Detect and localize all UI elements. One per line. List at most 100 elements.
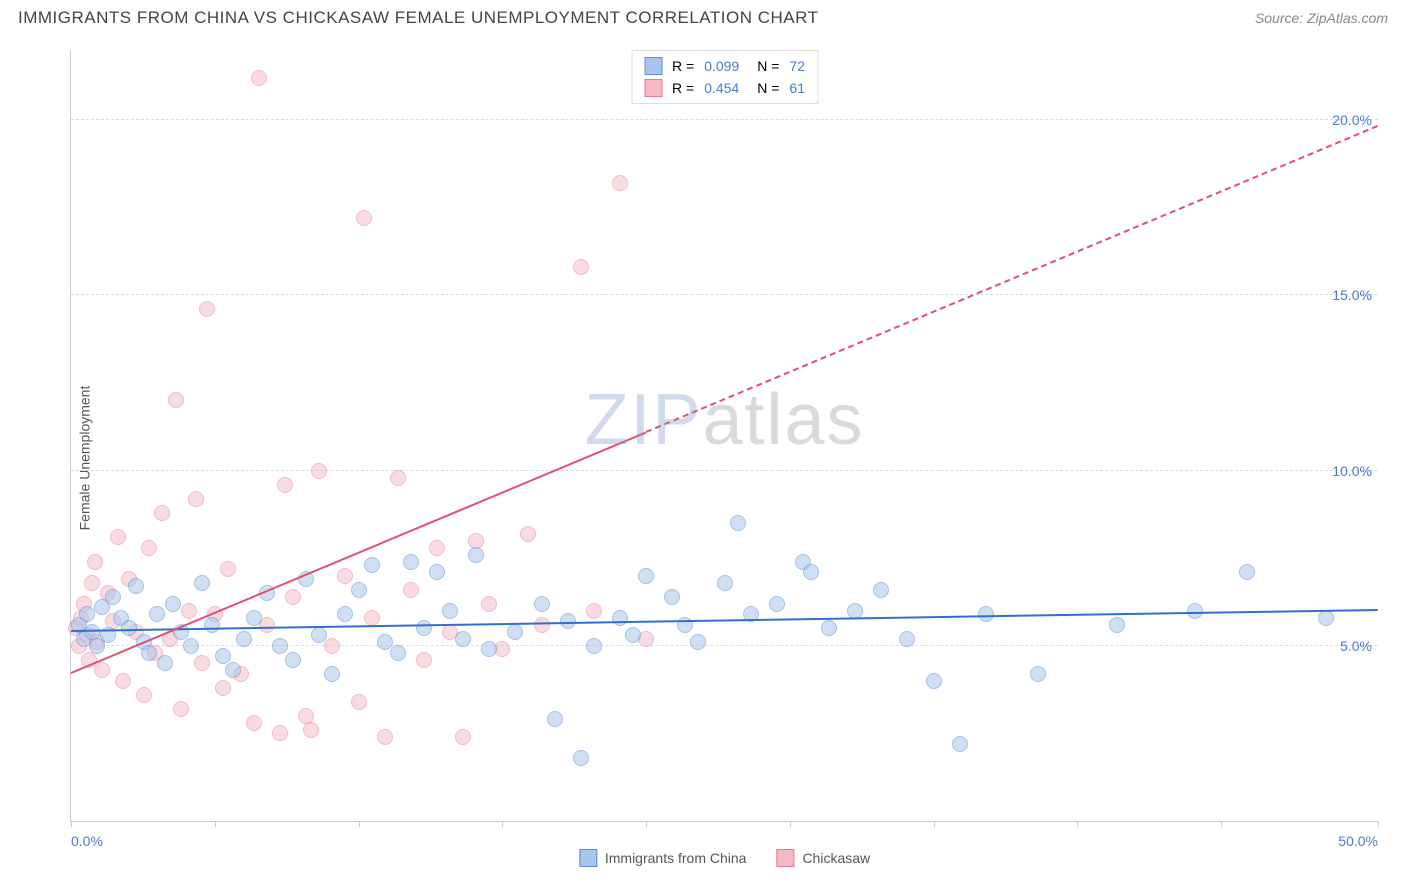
trend-line <box>71 431 647 673</box>
scatter-point <box>285 589 301 605</box>
scatter-point <box>573 750 589 766</box>
scatter-point <box>94 662 110 678</box>
legend-label: Chickasaw <box>802 850 870 866</box>
scatter-point <box>455 631 471 647</box>
legend-label: Immigrants from China <box>605 850 747 866</box>
scatter-point <box>586 603 602 619</box>
gridline <box>71 645 1378 646</box>
legend-swatch-pink <box>644 79 662 97</box>
scatter-point <box>311 463 327 479</box>
legend-r-label: R = <box>672 80 694 96</box>
y-tick-label: 5.0% <box>1340 638 1372 654</box>
scatter-point <box>717 575 733 591</box>
scatter-point <box>115 673 131 689</box>
scatter-point <box>612 175 628 191</box>
scatter-point <box>364 610 380 626</box>
scatter-point <box>225 662 241 678</box>
scatter-point <box>236 631 252 647</box>
x-tick <box>1221 821 1222 827</box>
legend-r-value: 0.454 <box>704 80 739 96</box>
scatter-point <box>625 627 641 643</box>
x-tick <box>1378 821 1379 827</box>
scatter-point <box>520 526 536 542</box>
x-tick <box>934 821 935 827</box>
scatter-point <box>272 725 288 741</box>
scatter-point <box>390 470 406 486</box>
gridline <box>71 119 1378 120</box>
scatter-point <box>199 301 215 317</box>
scatter-point <box>246 715 262 731</box>
scatter-point <box>534 596 550 612</box>
scatter-point <box>173 701 189 717</box>
scatter-point <box>194 655 210 671</box>
scatter-point <box>277 477 293 493</box>
scatter-point <box>181 603 197 619</box>
source-attribution: Source: ZipAtlas.com <box>1255 10 1388 26</box>
scatter-point <box>364 557 380 573</box>
scatter-point <box>690 634 706 650</box>
x-tick <box>359 821 360 827</box>
scatter-point <box>251 70 267 86</box>
scatter-point <box>337 606 353 622</box>
scatter-point <box>188 491 204 507</box>
scatter-point <box>1239 564 1255 580</box>
x-tick <box>646 821 647 827</box>
scatter-point <box>638 568 654 584</box>
scatter-point <box>79 606 95 622</box>
legend-swatch-blue <box>579 849 597 867</box>
scatter-point <box>154 505 170 521</box>
legend-row: R = 0.099 N = 72 <box>644 55 805 77</box>
scatter-point <box>105 589 121 605</box>
scatter-point <box>311 627 327 643</box>
scatter-point <box>303 722 319 738</box>
chart-container: Female Unemployment ZIPatlas R = 0.099 N… <box>18 42 1388 874</box>
scatter-point <box>356 210 372 226</box>
scatter-point <box>246 610 262 626</box>
header: IMMIGRANTS FROM CHINA VS CHICKASAW FEMAL… <box>0 0 1406 32</box>
x-tick <box>71 821 72 827</box>
scatter-point <box>547 711 563 727</box>
watermark: ZIPatlas <box>584 379 864 461</box>
scatter-point <box>110 529 126 545</box>
gridline <box>71 470 1378 471</box>
scatter-point <box>165 596 181 612</box>
x-tick-label: 50.0% <box>1338 833 1378 849</box>
legend-n-label: N = <box>757 80 779 96</box>
scatter-point <box>403 554 419 570</box>
scatter-point <box>403 582 419 598</box>
legend-swatch-blue <box>644 57 662 75</box>
scatter-point <box>1318 610 1334 626</box>
scatter-point <box>1109 617 1125 633</box>
scatter-point <box>215 680 231 696</box>
scatter-point <box>926 673 942 689</box>
scatter-point <box>899 631 915 647</box>
scatter-point <box>429 540 445 556</box>
correlation-legend: R = 0.099 N = 72 R = 0.454 N = 61 <box>631 50 818 104</box>
x-tick-label: 0.0% <box>71 833 103 849</box>
chart-title: IMMIGRANTS FROM CHINA VS CHICKASAW FEMAL… <box>18 8 818 28</box>
legend-item: Chickasaw <box>776 849 870 867</box>
scatter-point <box>1030 666 1046 682</box>
scatter-point <box>87 554 103 570</box>
legend-row: R = 0.454 N = 61 <box>644 77 805 99</box>
legend-item: Immigrants from China <box>579 849 747 867</box>
scatter-point <box>481 641 497 657</box>
scatter-point <box>442 603 458 619</box>
scatter-point <box>416 652 432 668</box>
scatter-point <box>803 564 819 580</box>
scatter-point <box>141 540 157 556</box>
scatter-point <box>468 547 484 563</box>
scatter-point <box>285 652 301 668</box>
legend-r-value: 0.099 <box>704 58 739 74</box>
plot-area: ZIPatlas R = 0.099 N = 72 R = 0.454 N = … <box>70 50 1378 822</box>
scatter-point <box>769 596 785 612</box>
scatter-point <box>730 515 746 531</box>
scatter-point <box>586 638 602 654</box>
legend-n-value: 61 <box>789 80 805 96</box>
scatter-point <box>194 575 210 591</box>
scatter-point <box>873 582 889 598</box>
x-tick <box>1077 821 1078 827</box>
scatter-point <box>272 638 288 654</box>
scatter-point <box>324 666 340 682</box>
x-tick <box>215 821 216 827</box>
